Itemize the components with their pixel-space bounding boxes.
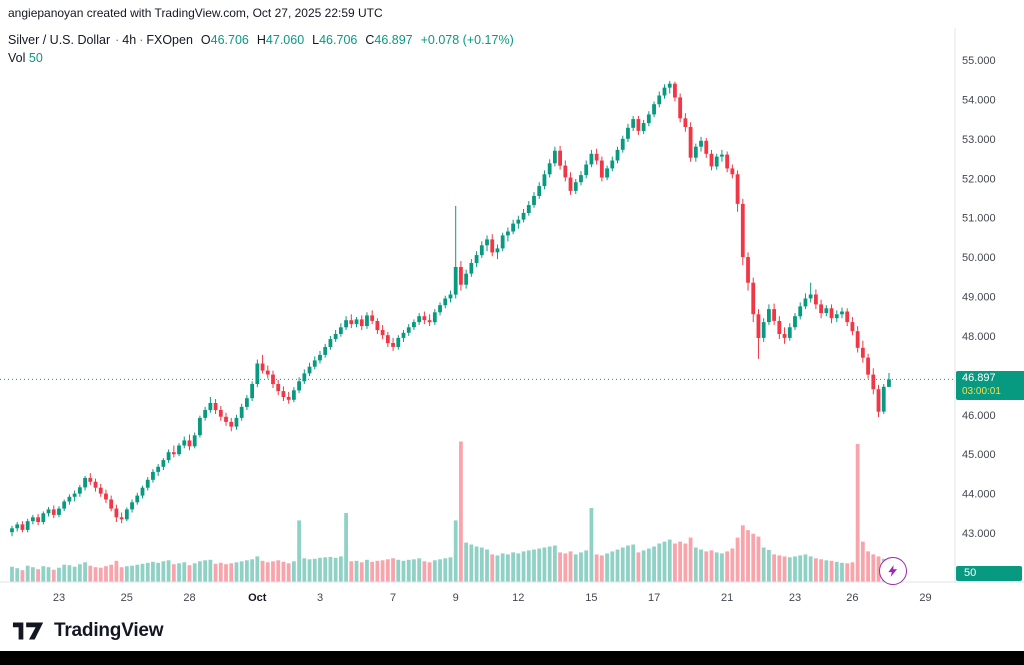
last-price-badge: 46.897 03:00:01 — [956, 371, 1024, 400]
svg-text:48.000: 48.000 — [962, 331, 996, 343]
svg-text:52.000: 52.000 — [962, 173, 996, 185]
price-chart[interactable]: 55.000 54.000 53.000 52.000 51.000 50.000 49.0… — [0, 0, 1024, 610]
low-value: 46.706 — [319, 33, 358, 47]
svg-text:3: 3 — [317, 592, 323, 604]
bar-countdown: 03:00:01 — [962, 386, 1001, 397]
volume-value: 50 — [28, 51, 43, 65]
legend-symbol-row: Silver / U.S. Dollar · 4h · FXOpen O46.706 H47… — [8, 31, 514, 49]
last-price-value: 46.897 — [962, 372, 996, 384]
tradingview-logo-icon[interactable] — [12, 618, 46, 644]
svg-text:23: 23 — [53, 592, 65, 604]
time-axis-labels[interactable]: 23 25 28 Oct 3 7 9 12 15 17 21 23 26 29 — [53, 592, 932, 604]
svg-text:23: 23 — [789, 592, 801, 604]
bottom-black-bar — [0, 651, 1024, 665]
open-value: 46.706 — [210, 33, 249, 47]
svg-text:28: 28 — [183, 592, 195, 604]
high-label: H — [256, 33, 266, 47]
price-axis-labels[interactable]: 55.000 54.000 53.000 52.000 51.000 50.000 49.0… — [962, 55, 996, 540]
chart-legend: Silver / U.S. Dollar · 4h · FXOpen O46.706 H47… — [8, 31, 514, 67]
legend-volume-row: Vol 50 — [8, 49, 514, 67]
svg-text:15: 15 — [585, 592, 597, 604]
svg-text:17: 17 — [648, 592, 660, 604]
svg-text:Oct: Oct — [248, 592, 267, 604]
high-value: 47.060 — [265, 33, 305, 47]
change-value: +0.078 (+0.17%) — [420, 33, 514, 47]
low-label: L — [312, 33, 320, 47]
volume-histogram — [10, 441, 891, 582]
svg-text:46.000: 46.000 — [962, 410, 996, 422]
svg-text:43.000: 43.000 — [962, 528, 996, 540]
instant-trading-button[interactable] — [879, 557, 907, 585]
svg-text:26: 26 — [846, 592, 858, 604]
footer-brand-bar: TradingView — [0, 610, 1024, 651]
open-label: O — [200, 33, 211, 47]
separator: · — [139, 33, 144, 47]
interval-label[interactable]: 4h — [122, 33, 137, 47]
svg-text:25: 25 — [121, 592, 133, 604]
separator: · — [115, 33, 120, 47]
symbol-name[interactable]: Silver / U.S. Dollar — [8, 33, 111, 47]
svg-text:50.000: 50.000 — [962, 252, 996, 264]
volume-axis-badge: 50 — [956, 566, 1022, 581]
attribution-text: angiepanoyan created with TradingView.co… — [8, 6, 383, 20]
lightning-icon — [888, 565, 898, 577]
close-value: 46.897 — [374, 33, 413, 47]
svg-text:9: 9 — [453, 592, 459, 604]
tradingview-brand-text[interactable]: TradingView — [54, 619, 164, 641]
svg-text:55.000: 55.000 — [962, 55, 996, 67]
svg-text:7: 7 — [390, 592, 396, 604]
svg-text:44.000: 44.000 — [962, 489, 996, 501]
volume-label: Vol — [8, 51, 26, 65]
svg-text:45.000: 45.000 — [962, 449, 996, 461]
candle-series — [10, 80, 891, 537]
svg-text:12: 12 — [512, 592, 524, 604]
close-label: C — [365, 33, 375, 47]
svg-text:54.000: 54.000 — [962, 94, 996, 106]
svg-text:51.000: 51.000 — [962, 213, 996, 225]
svg-text:53.000: 53.000 — [962, 134, 996, 146]
svg-text:29: 29 — [919, 592, 931, 604]
svg-text:49.000: 49.000 — [962, 292, 996, 304]
svg-text:21: 21 — [721, 592, 733, 604]
exchange-label: FXOpen — [146, 33, 193, 47]
